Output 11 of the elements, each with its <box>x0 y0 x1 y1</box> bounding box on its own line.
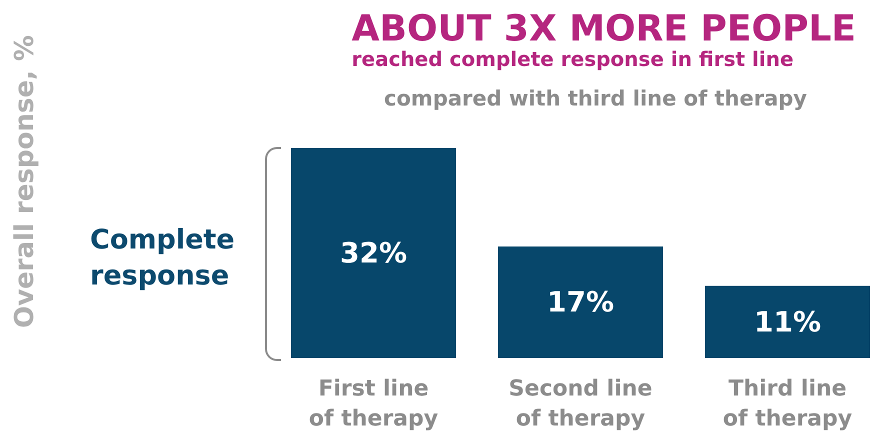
x-tick-label: Third line of therapy <box>722 376 852 432</box>
chart-subtitle: reached complete response in first line <box>352 47 794 71</box>
text: Overall response, % <box>10 35 40 328</box>
data-label: 17% <box>546 286 614 319</box>
x-tick-label: First line of therapy <box>308 376 438 432</box>
text: Complete response <box>90 224 235 292</box>
chart-title: ABOUT 3X MORE PEOPLE <box>352 8 856 50</box>
data-label: 32% <box>340 236 408 270</box>
data-label: 11% <box>754 305 822 338</box>
text: compared with third line of therapy <box>384 86 808 110</box>
x-tick-label: Second line of therapy <box>508 376 652 432</box>
